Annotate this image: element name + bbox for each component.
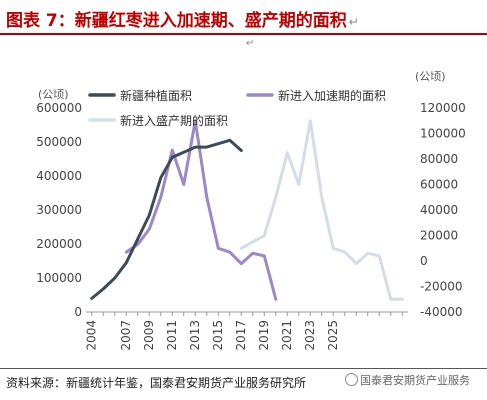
left-tick-label: 500000 [36,135,82,149]
paragraph-mark: ↵ [246,38,255,49]
series-line-3 [239,119,404,301]
right-tick-label: -20000 [420,280,463,294]
chart-title: 图表 7：新疆红枣进入加速期、盛产期的面积 ↵ [6,6,359,31]
right-tick-label: 40000 [420,203,458,217]
left-tick-label: 200000 [36,237,82,251]
watermark: 国泰君安期货产业服务 [345,372,470,388]
x-tick-label: 2004 [84,320,98,351]
footer-divider [0,368,487,369]
x-tick-label: 2009 [142,320,156,351]
left-tick-label: 600000 [36,101,82,115]
x-tick-label: 2023 [303,320,317,351]
left-tick-label: 300000 [36,203,82,217]
right-tick-label: 120000 [420,101,466,115]
left-axis: 0 100000 200000 300000 400000 500000 600000 [36,101,82,319]
x-tick-label: 2021 [280,320,294,351]
watermark-logo-icon [345,373,358,386]
right-tick-label: 80000 [420,152,458,166]
legend-label: 新进入盛产期的面积 [120,113,228,128]
right-tick-label: -40000 [420,305,463,319]
right-tick-label: 100000 [420,127,466,141]
left-tick-label: 0 [74,305,82,319]
legend-label: 新疆种植面积 [120,88,192,103]
title-underline [0,33,487,35]
x-tick-label: 2007 [119,320,133,351]
x-tick-label: 2017 [234,320,248,351]
right-tick-label: 0 [420,254,428,268]
left-tick-label: 100000 [36,271,82,285]
x-tick-label: 2025 [326,320,340,351]
x-tick-label: 2019 [257,320,271,351]
right-tick-label: 20000 [420,229,458,243]
series-line-1 [90,138,243,300]
left-tick-label: 400000 [36,169,82,183]
title-return-mark: ↵ [348,15,359,29]
series-line-2 [124,119,278,301]
series-lines [90,119,404,301]
chart-title-text: 图表 7：新疆红枣进入加速期、盛产期的面积 [6,11,347,31]
legend-label: 新进入加速期的面积 [278,88,386,103]
right-axis-unit-label: (公顷) [415,70,446,83]
right-axis: -40000 -20000 0 20000 40000 60000 80000 100000 1… [420,101,466,319]
source-note: 资料来源：新疆统计年鉴，国泰君安期货产业服务研究所 [6,376,307,390]
x-tick-label: 2015 [211,320,225,351]
x-tick-label: 2011 [165,320,179,351]
right-tick-label: 60000 [420,178,458,192]
watermark-text: 国泰君安期货产业服务 [360,374,470,387]
left-axis-unit-label: (公顷) [38,88,69,101]
x-tick-label: 2013 [188,320,202,351]
x-axis: 2004 2007 2009 2011 2013 2015 2017 2019 2021 2023… [84,311,408,351]
